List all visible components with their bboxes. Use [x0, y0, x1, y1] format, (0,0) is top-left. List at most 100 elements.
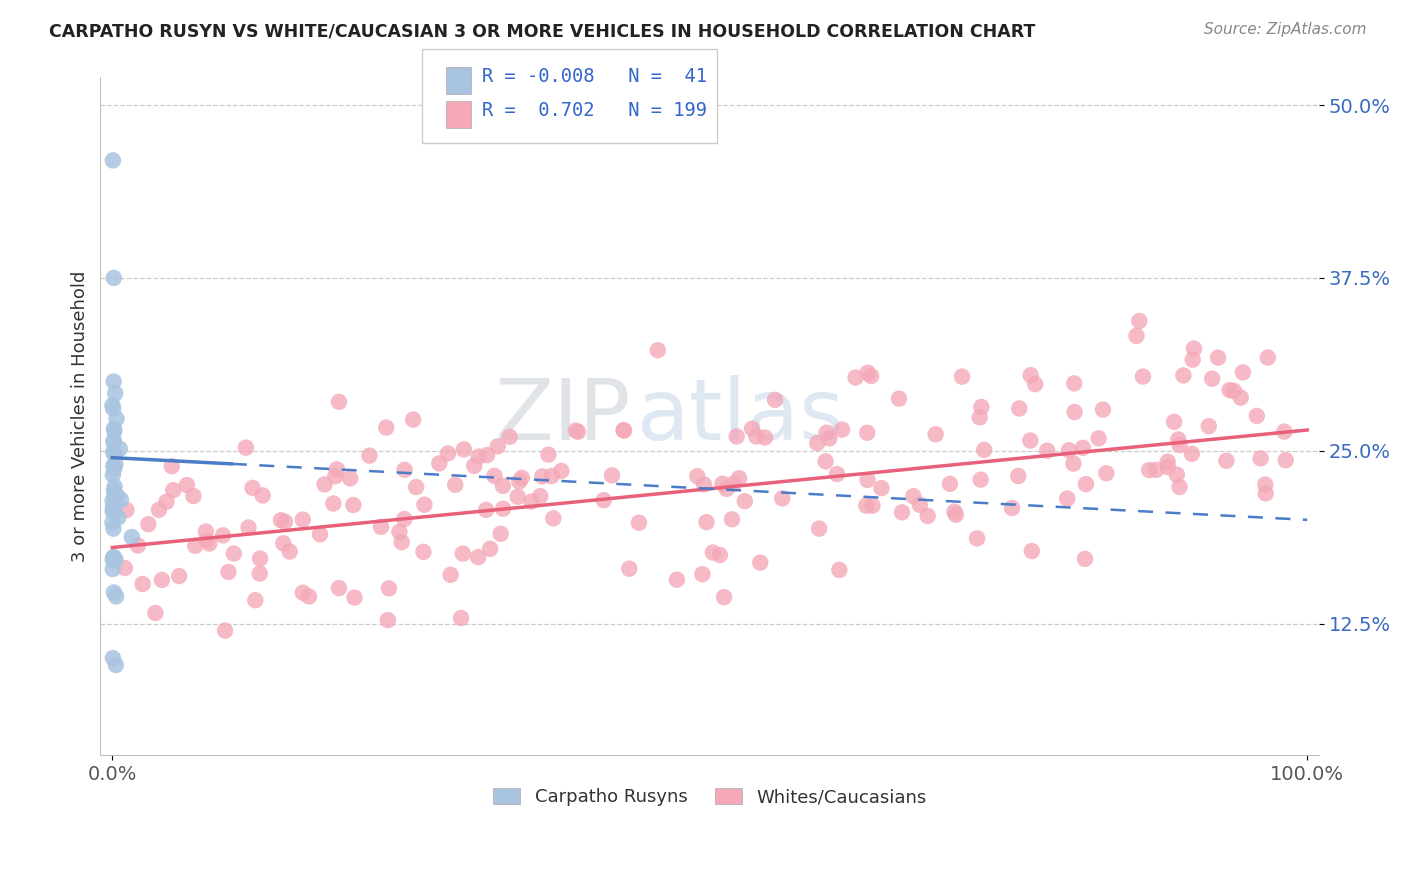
Point [1181, 447, 1204, 461]
Point [194, 524, 217, 539]
Point [492, 479, 515, 493]
Point [1272, 425, 1295, 439]
Point [274, 515, 297, 529]
Point [814, 454, 837, 468]
Point [249, 566, 271, 581]
Point [103, 375, 125, 389]
Point [101, 153, 124, 168]
Point [217, 565, 239, 579]
Point [749, 556, 772, 570]
Point [101, 401, 124, 416]
Point [245, 593, 267, 607]
Point [467, 550, 489, 565]
Point [486, 439, 509, 453]
Point [108, 442, 131, 456]
Point [1008, 401, 1031, 416]
Point [1132, 369, 1154, 384]
Point [451, 547, 474, 561]
Point [105, 489, 128, 503]
Point [856, 366, 879, 380]
Point [103, 445, 125, 459]
Point [167, 569, 190, 583]
Point [973, 442, 995, 457]
Point [702, 545, 724, 559]
Point [107, 510, 129, 524]
Point [104, 658, 127, 673]
Point [1229, 391, 1251, 405]
Point [825, 467, 848, 481]
Point [1125, 329, 1147, 343]
Point [709, 548, 731, 562]
Point [1250, 451, 1272, 466]
Point [506, 490, 529, 504]
Point [665, 573, 688, 587]
Point [343, 591, 366, 605]
Point [309, 527, 332, 541]
Point [114, 561, 136, 575]
Point [101, 493, 124, 508]
Point [148, 503, 170, 517]
Point [103, 424, 125, 438]
Point [212, 528, 235, 542]
Point [1246, 409, 1268, 423]
Point [1137, 463, 1160, 477]
Point [763, 392, 786, 407]
Point [856, 425, 879, 440]
Text: CARPATHO RUSYN VS WHITE/CAUCASIAN 3 OR MORE VEHICLES IN HOUSEHOLD CORRELATION CH: CARPATHO RUSYN VS WHITE/CAUCASIAN 3 OR M… [49, 22, 1036, 40]
Point [394, 512, 416, 526]
Point [370, 520, 392, 534]
Point [184, 539, 207, 553]
Point [328, 395, 350, 409]
Point [1071, 441, 1094, 455]
Text: R = -0.008   N =  41: R = -0.008 N = 41 [482, 67, 707, 86]
Point [1095, 467, 1118, 481]
Point [101, 398, 124, 412]
Point [612, 423, 634, 437]
Point [723, 476, 745, 491]
Point [342, 498, 364, 512]
Point [1167, 433, 1189, 447]
Point [1254, 477, 1277, 491]
Point [375, 420, 398, 434]
Point [103, 585, 125, 599]
Point [322, 496, 344, 510]
Point [686, 469, 709, 483]
Point [754, 430, 776, 444]
Point [550, 464, 572, 478]
Point [966, 532, 988, 546]
Point [1074, 552, 1097, 566]
Point [101, 504, 124, 518]
Point [328, 581, 350, 595]
Point [647, 343, 669, 358]
Point [540, 469, 562, 483]
Point [413, 498, 436, 512]
Point [222, 547, 245, 561]
Point [721, 512, 744, 526]
Point [326, 462, 349, 476]
Point [489, 526, 512, 541]
Point [103, 271, 125, 285]
Point [1074, 477, 1097, 491]
Point [1173, 368, 1195, 383]
Y-axis label: 3 or more Vehicles in Household: 3 or more Vehicles in Household [72, 270, 89, 562]
Point [1021, 544, 1043, 558]
Point [529, 489, 551, 503]
Point [1087, 431, 1109, 445]
Point [613, 424, 636, 438]
Point [1024, 377, 1046, 392]
Point [1168, 480, 1191, 494]
Point [950, 369, 973, 384]
Point [855, 499, 877, 513]
Point [1156, 455, 1178, 469]
Point [101, 516, 124, 530]
Point [150, 573, 173, 587]
Point [103, 422, 125, 436]
Point [1181, 352, 1204, 367]
Point [1254, 486, 1277, 500]
Point [711, 476, 734, 491]
Point [924, 427, 946, 442]
Point [110, 492, 132, 507]
Point [249, 551, 271, 566]
Point [155, 494, 177, 508]
Point [567, 425, 589, 439]
